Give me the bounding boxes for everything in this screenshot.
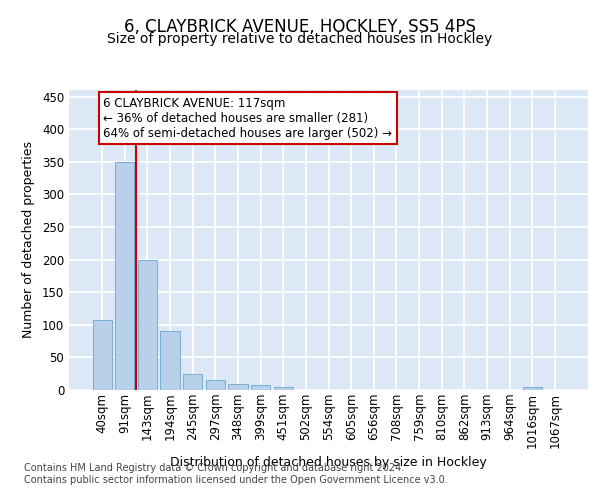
Y-axis label: Number of detached properties: Number of detached properties: [22, 142, 35, 338]
Bar: [523, 386, 542, 390]
Bar: [206, 380, 225, 390]
Bar: [160, 332, 180, 390]
Text: Size of property relative to detached houses in Hockley: Size of property relative to detached ho…: [107, 32, 493, 46]
Bar: [229, 384, 248, 390]
Bar: [274, 386, 293, 390]
Bar: [183, 374, 202, 390]
Text: 6 CLAYBRICK AVENUE: 117sqm
← 36% of detached houses are smaller (281)
64% of sem: 6 CLAYBRICK AVENUE: 117sqm ← 36% of deta…: [103, 96, 392, 140]
Text: Contains HM Land Registry data © Crown copyright and database right 2024.
Contai: Contains HM Land Registry data © Crown c…: [24, 464, 448, 485]
Bar: [251, 385, 270, 390]
Bar: [115, 162, 134, 390]
Bar: [138, 260, 157, 390]
Text: 6, CLAYBRICK AVENUE, HOCKLEY, SS5 4PS: 6, CLAYBRICK AVENUE, HOCKLEY, SS5 4PS: [124, 18, 476, 36]
X-axis label: Distribution of detached houses by size in Hockley: Distribution of detached houses by size …: [170, 456, 487, 469]
Bar: [92, 320, 112, 390]
